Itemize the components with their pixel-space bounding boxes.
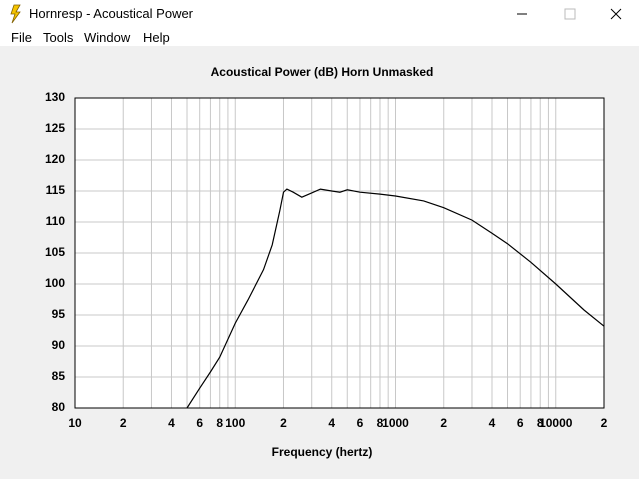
y-tick-label: 130 (45, 90, 65, 104)
x-axis-label: Frequency (hertz) (272, 445, 373, 459)
menu-item[interactable]: Help (143, 30, 170, 45)
plot-border (74, 97, 605, 409)
y-tick-label: 95 (52, 307, 66, 321)
maximize-button[interactable] (564, 8, 576, 20)
y-tick-label: 85 (52, 369, 66, 383)
x-tick-label: 8 (216, 416, 223, 430)
x-tick-label: 100 (225, 416, 245, 430)
close-button[interactable] (610, 8, 622, 20)
y-tick-label: 125 (45, 121, 65, 135)
y-tick-label: 105 (45, 245, 65, 259)
x-tick-label: 10 (68, 416, 82, 430)
x-tick-label: 2 (280, 416, 287, 430)
y-tick-label: 90 (52, 338, 66, 352)
x-tick-label: 2 (120, 416, 127, 430)
x-tick-label: 4 (168, 416, 175, 430)
title-icons (10, 4, 622, 24)
x-tick-label: 4 (489, 416, 496, 430)
menu-item[interactable]: File (11, 30, 32, 45)
x-tick-label: 10000 (539, 416, 573, 430)
x-tick-label: 4 (328, 416, 335, 430)
menu-item[interactable]: Tools (43, 30, 74, 45)
x-tick-label: 8 (377, 416, 384, 430)
y-tick-label: 120 (45, 152, 65, 166)
y-tick-label: 110 (46, 214, 66, 228)
x-tick-label: 1000 (382, 416, 409, 430)
response-curve (186, 188, 605, 409)
y-tick-label: 115 (46, 183, 66, 197)
x-tick-label: 6 (196, 416, 203, 430)
x-tick-label: 2 (440, 416, 447, 430)
chart: Acoustical Power (dB) Horn Unmasked Freq… (0, 46, 639, 479)
y-tick-label: 80 (52, 400, 66, 414)
x-tick-label: 6 (517, 416, 524, 430)
x-tick-label: 2 (601, 416, 608, 430)
y-tick-label: 100 (45, 276, 65, 290)
x-tick-label: 8 (537, 416, 544, 430)
app-icon (10, 4, 21, 24)
x-tick-label: 6 (357, 416, 364, 430)
chart-title: Acoustical Power (dB) Horn Unmasked (211, 65, 434, 79)
menu-bar: File Tools Window Help (0, 28, 639, 46)
window-title: Hornresp - Acoustical Power (29, 6, 194, 21)
menu-item[interactable]: Window (84, 30, 131, 45)
title-bar: Hornresp - Acoustical Power (0, 0, 639, 28)
